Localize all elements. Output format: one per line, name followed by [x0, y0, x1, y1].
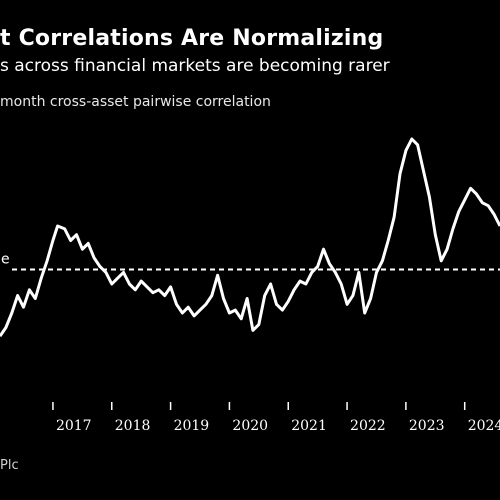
x-tick-label: 2024	[468, 418, 500, 434]
source-note: Plc	[0, 458, 19, 473]
x-tick-label: 2022	[350, 418, 386, 434]
x-axis: 2017 2018 2019 2020 2021 2022 2023 2024	[52, 402, 500, 434]
reference-layer: e	[1, 252, 500, 271]
series-layer	[0, 137, 500, 338]
x-tick-label: 2020	[232, 418, 268, 434]
reference-line-label: e	[1, 252, 10, 268]
x-tick-label: 2023	[409, 418, 445, 434]
chart-title: t Correlations Are Normalizing	[0, 26, 384, 51]
chart-subtitle: s across financial markets are becoming …	[0, 56, 390, 76]
correlation-series-line	[0, 137, 500, 338]
unit-label: month cross-asset pairwise correlation	[0, 94, 271, 110]
x-tick-label: 2017	[56, 418, 92, 434]
x-tick-label: 2019	[174, 418, 210, 434]
x-tick-label: 2021	[291, 418, 327, 434]
x-tick-label: 2018	[115, 418, 151, 434]
